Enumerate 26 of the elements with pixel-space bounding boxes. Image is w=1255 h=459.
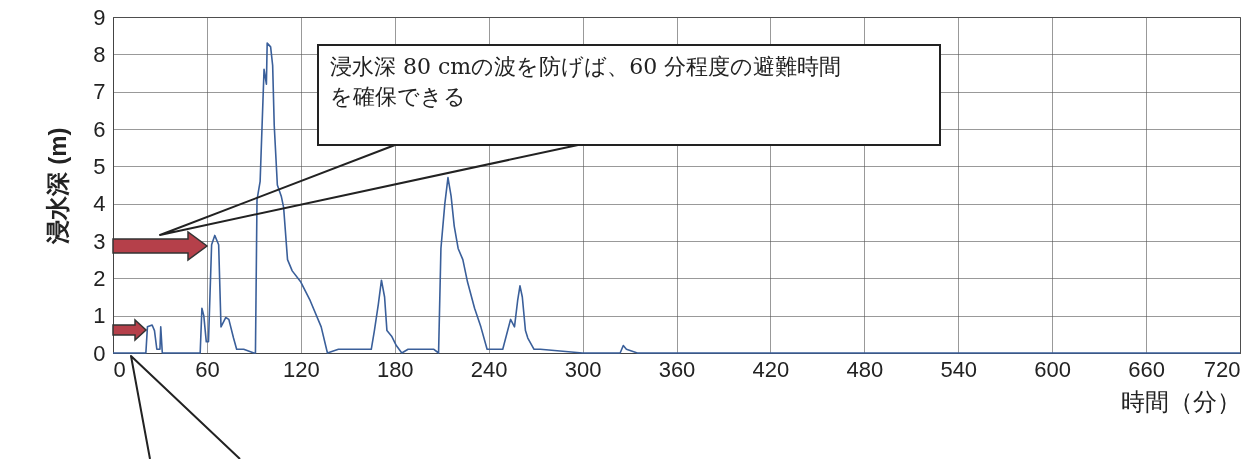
x-tick-label: 60: [195, 356, 220, 382]
x-tick-label: 600: [1034, 356, 1072, 382]
x-tick-label: 720: [1203, 356, 1241, 382]
annotation: 浸水深 80 cmの波を防げば、60 分程度の避難時間を確保できる: [330, 53, 843, 111]
y-tick-label: 4: [93, 191, 106, 217]
y-tick-label: 5: [93, 153, 106, 179]
x-tick-label: 660: [1128, 356, 1165, 382]
y-tick-label: 2: [93, 265, 106, 291]
y-tick-label: 3: [93, 228, 106, 254]
y-tick-label: 8: [93, 41, 106, 67]
x-tick-label: 420: [752, 356, 790, 382]
x-tick-label: 300: [564, 356, 602, 382]
y-axis-title: 浸水深 (m): [44, 127, 72, 245]
y-tick-label: 9: [93, 4, 106, 30]
y-tick-label: 6: [93, 116, 106, 142]
x-axis-title: 時間（分）: [1120, 387, 1241, 415]
x-tick-label: 360: [658, 356, 696, 382]
x-tick-label: 480: [846, 356, 884, 382]
x-tick-label: 0: [113, 356, 126, 382]
y-tick-label: 7: [93, 79, 106, 105]
x-tick-label: 240: [470, 356, 508, 382]
x-tick-label: 180: [376, 356, 414, 382]
x-tick-label: 120: [282, 356, 320, 382]
x-tick-label: 540: [940, 356, 978, 382]
y-tick-label: 1: [93, 303, 106, 329]
y-tick-label: 0: [93, 340, 106, 366]
